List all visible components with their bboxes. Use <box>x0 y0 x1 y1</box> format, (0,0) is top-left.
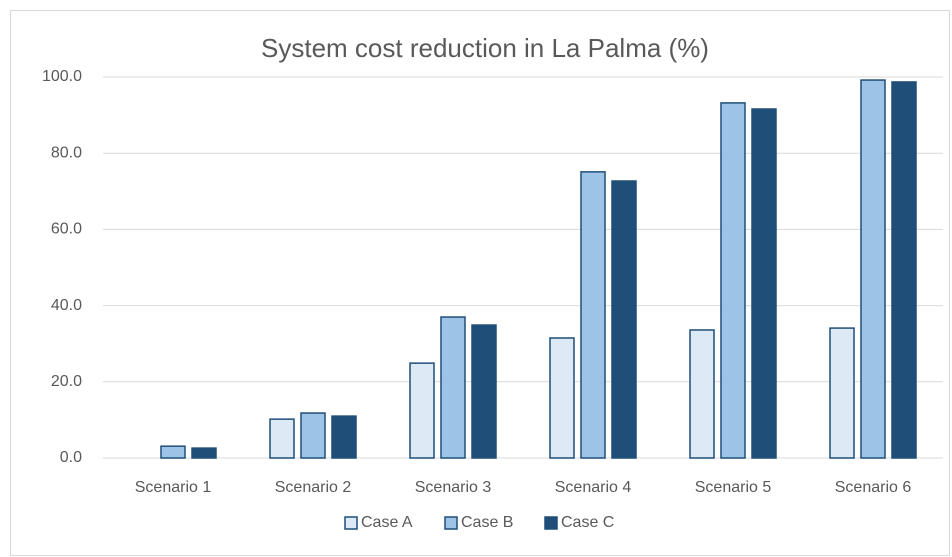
bar <box>409 362 435 459</box>
legend-swatch <box>444 516 458 530</box>
bar <box>751 108 777 459</box>
bar <box>891 81 917 459</box>
x-tick-label: Scenario 4 <box>555 479 632 496</box>
y-tick-label: 0.0 <box>60 449 82 466</box>
x-tick-label: Scenario 1 <box>135 479 212 496</box>
y-tick-label: 100.0 <box>42 68 82 85</box>
legend-label: Case C <box>561 514 614 531</box>
legend-label: Case A <box>361 514 413 531</box>
chart-title: System cost reduction in La Palma (%) <box>261 33 709 63</box>
bar <box>471 324 497 459</box>
bar <box>160 445 186 459</box>
bar <box>829 327 855 459</box>
bar <box>331 415 357 459</box>
legend-label: Case B <box>461 514 513 531</box>
chart-frame <box>10 10 950 556</box>
x-tick-label: Scenario 6 <box>835 479 912 496</box>
legend-swatch <box>344 516 358 530</box>
legend-swatch <box>544 516 558 530</box>
bar <box>269 418 295 459</box>
bar <box>611 180 637 459</box>
bar <box>549 337 575 459</box>
bar <box>440 316 466 459</box>
bar <box>720 102 746 459</box>
y-tick-label: 20.0 <box>51 373 82 390</box>
x-tick-label: Scenario 2 <box>275 479 352 496</box>
bar <box>689 329 715 459</box>
bar <box>860 79 886 459</box>
y-tick-label: 60.0 <box>51 221 82 238</box>
x-tick-label: Scenario 3 <box>415 479 492 496</box>
bar <box>300 412 326 459</box>
bar <box>580 171 606 459</box>
y-tick-label: 80.0 <box>51 144 82 161</box>
y-tick-label: 40.0 <box>51 297 82 314</box>
x-tick-label: Scenario 5 <box>695 479 772 496</box>
bar <box>191 447 217 459</box>
